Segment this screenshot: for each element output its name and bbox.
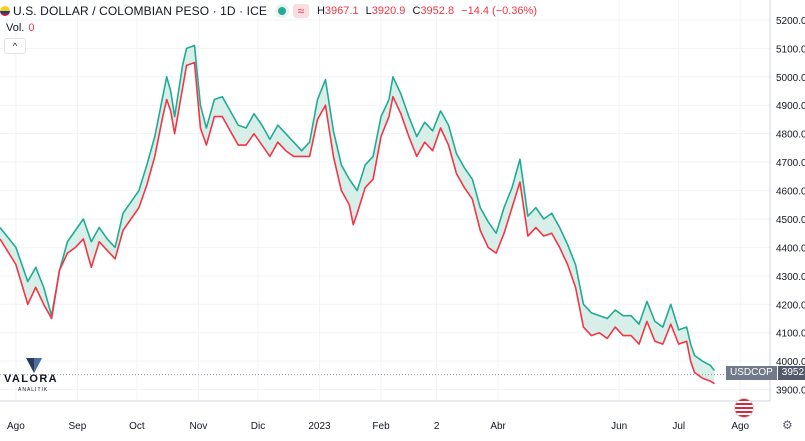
y-tick-label: 4100.0 <box>776 329 805 340</box>
y-tick-label: 4900.0 <box>776 101 805 112</box>
change-value: −14.4 (−0.36%) <box>461 5 537 17</box>
volume-legend: Vol. 0 <box>6 22 34 34</box>
collapse-legend-button[interactable]: ^ <box>4 38 26 54</box>
symbol-title[interactable]: U.S. DOLLAR / COLOMBIAN PESO · 1D · ICE <box>13 4 267 18</box>
close-value: 3952.8 <box>420 5 455 17</box>
y-tick-label: 4200.0 <box>776 300 805 311</box>
x-tick-label: 2 <box>434 421 440 432</box>
x-tick-label: Oct <box>129 421 145 432</box>
x-tick-label: Sep <box>68 421 86 432</box>
x-tick-label: Feb <box>372 421 390 432</box>
y-tick-label: 4800.0 <box>776 130 805 141</box>
y-tick-label: 4300.0 <box>776 272 805 283</box>
valora-logo: VALORA ANALITIK <box>4 356 64 400</box>
low-line <box>0 61 715 385</box>
x-tick-label: Abr <box>490 421 506 432</box>
market-status-icon[interactable] <box>274 4 289 18</box>
x-tick-label: Jul <box>672 421 685 432</box>
logo-name: VALORA <box>4 373 59 385</box>
currency-flag-icon[interactable] <box>734 398 754 418</box>
ohlc-values: H3967.1 L3920.9 C3952.8 −14.4 (−0.36%) <box>316 5 537 17</box>
y-tick-label: 4600.0 <box>776 187 805 198</box>
badge-symbol: USDCOP <box>726 366 777 380</box>
colombia-flag-icon <box>0 6 10 16</box>
y-tick-label: 4500.0 <box>776 215 805 226</box>
x-tick-label: 2023 <box>308 421 331 432</box>
logo-mark-icon <box>26 358 42 373</box>
last-price-badge: USDCOP 3952.8 <box>726 366 805 380</box>
chart-legend: U.S. DOLLAR / COLOMBIAN PESO · 1D · ICE … <box>0 2 541 20</box>
low-value: 3920.9 <box>371 5 406 17</box>
y-tick-label: 4000.0 <box>776 357 805 368</box>
x-tick-label: Ago <box>731 421 749 432</box>
y-tick-label: 3900.0 <box>776 386 805 397</box>
y-tick-label: 5200.0 <box>776 16 805 27</box>
settings-gear-icon[interactable]: ⚙ <box>782 418 793 432</box>
x-tick-label: Nov <box>190 421 208 432</box>
logo-tagline: ANALITIK <box>18 387 49 393</box>
y-tick-label: 4400.0 <box>776 243 805 254</box>
x-tick-label: Jun <box>611 421 627 432</box>
wave-icon[interactable]: ≈ <box>292 4 309 18</box>
high-line <box>0 44 716 372</box>
x-tick-label: Ago <box>7 421 25 432</box>
y-tick-label: 5100.0 <box>776 44 805 55</box>
high-value: 3967.1 <box>324 5 359 17</box>
x-tick-label: Dic <box>251 421 265 432</box>
badge-price: 3952.8 <box>777 366 805 380</box>
y-tick-label: 5000.0 <box>776 73 805 84</box>
y-tick-label: 4700.0 <box>776 158 805 169</box>
volume-label: Vol. <box>6 22 25 34</box>
volume-value: 0 <box>28 22 35 34</box>
